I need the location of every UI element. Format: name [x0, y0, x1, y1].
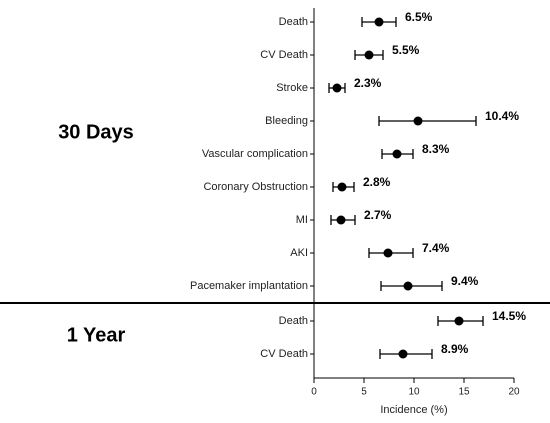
y-tick-label: Bleeding: [265, 115, 308, 127]
value-label: 8.3%: [422, 142, 450, 156]
point: [454, 316, 464, 326]
group-label: 1 Year: [67, 324, 126, 346]
point: [337, 182, 347, 192]
value-label: 9.4%: [451, 274, 479, 288]
point: [374, 17, 384, 27]
y-tick-label: Death: [279, 315, 308, 327]
y-tick-label: Pacemaker implantation: [190, 280, 308, 292]
value-label: 8.9%: [441, 342, 469, 356]
point: [336, 215, 346, 225]
value-label: 2.7%: [364, 208, 392, 222]
y-tick-label: CV Death: [260, 49, 308, 61]
x-tick-label: 10: [408, 387, 420, 398]
point: [364, 50, 374, 60]
point: [413, 116, 423, 126]
group-label: 30 Days: [58, 121, 134, 143]
value-label: 2.3%: [354, 76, 382, 90]
x-tick-label: 5: [361, 387, 367, 398]
y-tick-label: Vascular complication: [202, 148, 308, 160]
value-label: 2.8%: [363, 175, 391, 189]
y-tick-label: AKI: [290, 247, 308, 259]
point: [398, 349, 408, 359]
point: [383, 248, 393, 258]
point: [392, 149, 402, 159]
y-tick-label: Death: [279, 16, 308, 28]
value-label: 5.5%: [392, 43, 420, 57]
value-label: 14.5%: [492, 309, 526, 323]
point: [332, 83, 342, 93]
value-label: 10.4%: [485, 109, 519, 123]
x-axis-label: Incidence (%): [380, 404, 447, 416]
x-tick-label: 0: [311, 387, 317, 398]
y-tick-label: CV Death: [260, 348, 308, 360]
x-tick-label: 15: [458, 387, 470, 398]
point: [403, 281, 413, 291]
y-tick-label: Stroke: [276, 82, 308, 94]
x-tick-label: 20: [508, 387, 520, 398]
y-tick-label: MI: [296, 214, 308, 226]
value-label: 7.4%: [422, 241, 450, 255]
y-tick-label: Coronary Obstruction: [203, 181, 308, 193]
value-label: 6.5%: [405, 10, 433, 24]
